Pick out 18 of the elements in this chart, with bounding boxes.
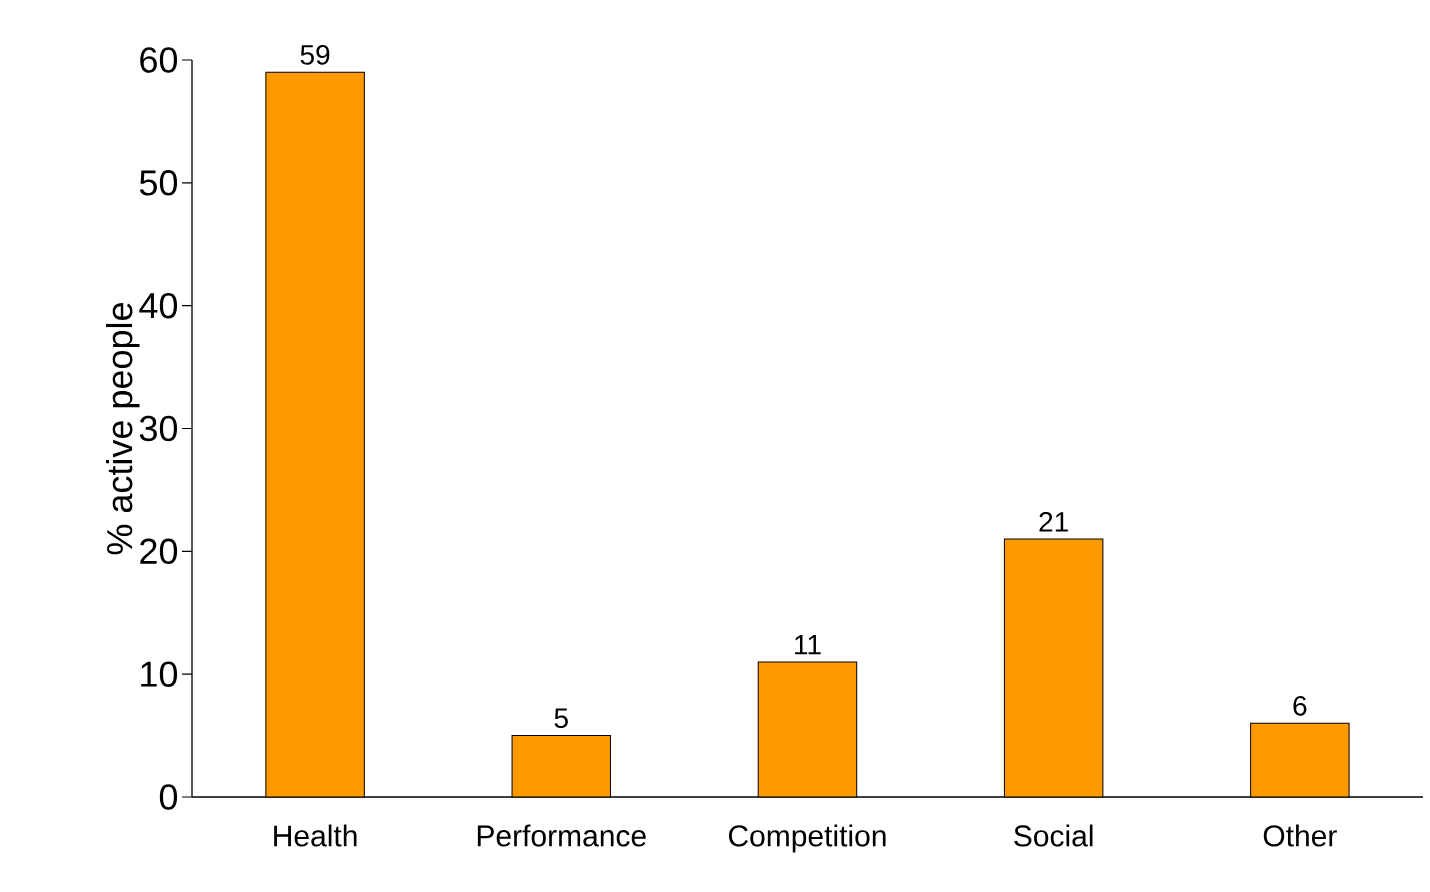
data-label: 21 <box>1039 511 1068 532</box>
data-label: 59 <box>300 44 330 65</box>
y-tick-label: 40 <box>139 292 178 319</box>
x-tick-label: Competition <box>728 824 886 853</box>
x-tick-label: Other <box>1263 824 1337 847</box>
data-label: 11 <box>795 635 821 655</box>
x-tick-label: Health <box>274 824 357 847</box>
data-label: 5 <box>554 708 568 729</box>
y-tick-label: 10 <box>141 661 178 687</box>
y-tick-label: 30 <box>139 415 178 442</box>
y-tick-label: 20 <box>140 538 178 565</box>
y-tick-label: 0 <box>159 784 178 810</box>
y-tick-label: 50 <box>139 170 178 196</box>
x-tick-label: Social <box>1014 824 1093 847</box>
y-axis-title: % active people <box>106 303 140 555</box>
y-tick-label: 60 <box>140 47 178 73</box>
data-label: 6 <box>1293 695 1307 716</box>
x-tick-label: Performance <box>477 824 646 847</box>
